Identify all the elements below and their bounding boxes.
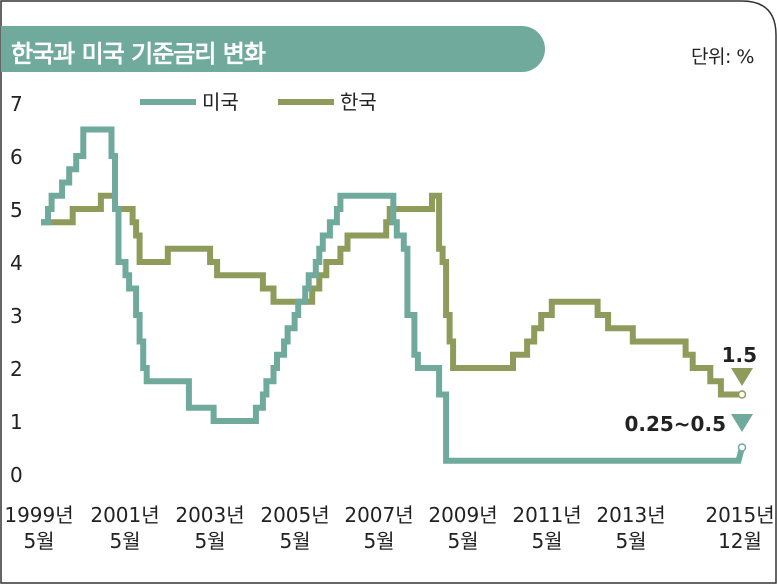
x-tick-label: 2013년	[596, 503, 665, 527]
legend-label-korea: 한국	[340, 90, 377, 114]
x-tick-label: 5월	[615, 529, 646, 553]
x-tick-label: 5월	[531, 529, 562, 553]
x-tick-label: 5월	[23, 529, 54, 553]
x-tick-label: 5월	[194, 529, 225, 553]
series-end-point-us	[737, 443, 747, 452]
x-tick-label: 2005년	[260, 503, 329, 527]
x-tick-label: 2011년	[512, 503, 581, 527]
y-tick-label: 4	[10, 251, 23, 275]
end-marker-us	[731, 414, 753, 432]
x-tick-label: 1999년	[4, 503, 73, 527]
series-end-point-korea	[737, 390, 747, 399]
x-tick-label: 5월	[279, 529, 310, 553]
end-label-korea: 1.5	[722, 343, 757, 367]
y-tick-label: 5	[10, 198, 23, 222]
series-line-korea	[41, 192, 742, 398]
y-tick-label: 6	[10, 145, 23, 169]
unit-label: 단위: %	[691, 46, 754, 68]
x-tick-label: 5월	[363, 529, 394, 553]
y-tick-label: 1	[10, 410, 23, 434]
x-tick-label: 5월	[109, 529, 140, 553]
x-tick-label: 2001년	[90, 503, 159, 527]
x-tick-label: 5월	[447, 529, 478, 553]
x-tick-label: 2007년	[344, 503, 413, 527]
y-tick-label: 7	[10, 92, 23, 116]
x-tick-label: 2015년	[705, 503, 774, 527]
y-tick-label: 0	[10, 463, 23, 487]
x-tick-label: 12월	[718, 529, 762, 553]
x-tick-label: 2003년	[175, 503, 244, 527]
end-marker-korea	[731, 368, 753, 386]
series-line-us	[41, 126, 745, 464]
x-tick-label: 2009년	[428, 503, 497, 527]
y-tick-label: 3	[10, 304, 23, 328]
legend-label-us: 미국	[202, 90, 239, 114]
y-tick-label: 2	[10, 357, 23, 381]
title-banner: 한국과 미국 기준금리 변화	[1, 26, 545, 72]
chart-title: 한국과 미국 기준금리 변화	[11, 40, 266, 68]
end-label-us: 0.25~0.5	[624, 412, 726, 436]
